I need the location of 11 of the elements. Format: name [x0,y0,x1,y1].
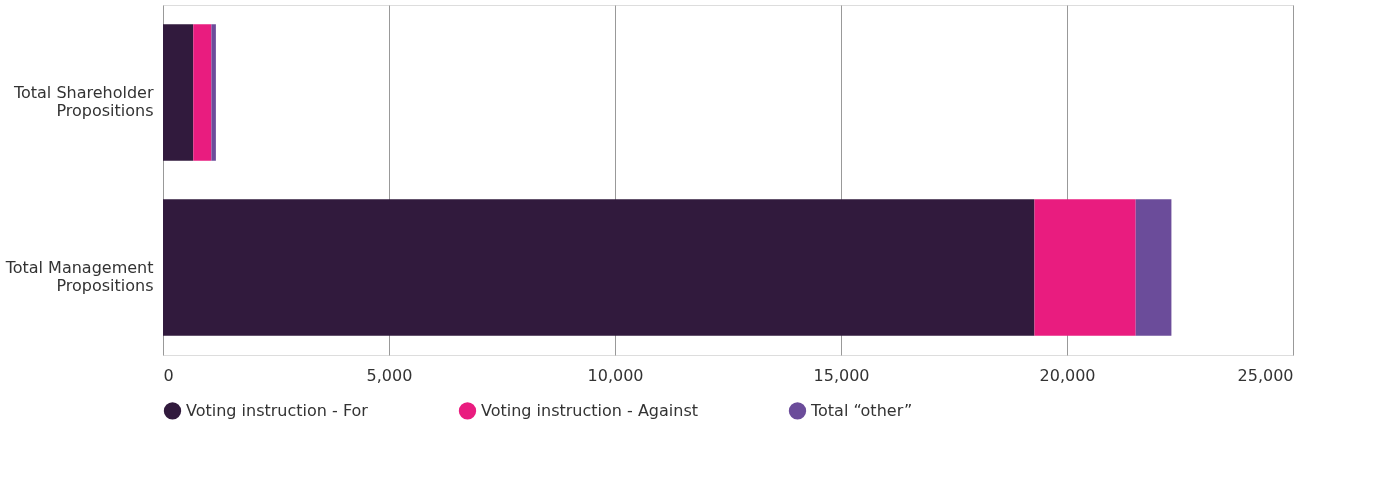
legend-label: Total “other” [810,400,913,420]
x-tick-label: 0 [163,365,174,385]
x-tick-label: 5,000 [366,365,413,385]
x-tick-label: 25,000 [1237,365,1294,385]
x-tick-label: 10,000 [587,365,644,385]
y-tick-label: Total Shareholder Propositions [12,82,154,120]
x-tick-label: 20,000 [1039,365,1096,385]
legend-label: Voting instruction - For [186,400,369,420]
legend-label: Voting instruction - Against [481,400,698,420]
y-tick-label: Total Management Propositions [4,257,154,295]
x-tick-label: 15,000 [813,365,870,385]
